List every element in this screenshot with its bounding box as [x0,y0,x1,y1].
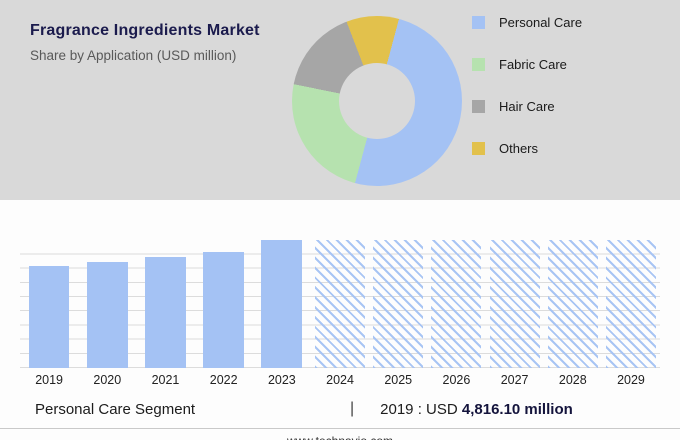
year-label: 2024 [326,373,354,387]
value-bar [28,265,70,368]
legend-swatch [472,57,485,71]
forecast-bar [315,240,366,368]
value-bar [145,256,186,368]
bar-zone [253,240,311,368]
bar-zone [544,240,602,368]
legend-item: Others [472,138,662,158]
year-label: 2019 [35,373,63,387]
bar-column: 2026 [427,240,485,392]
legend-item: Hair Care [472,96,662,116]
donut-hole [339,63,415,139]
bar-columns: 2019 2020 2021 2022 2023 2024 2025 2026 2027 2028… [20,240,660,392]
year-label: 2029 [617,373,645,387]
chart-legend: Personal Care Fabric Care Hair Care Others [472,12,662,180]
donut-chart [292,16,462,186]
value-bar [261,240,303,368]
legend-label: Fabric Care [499,56,567,72]
bar-chart: 2019 2020 2021 2022 2023 2024 2025 2026 2027 2028… [20,240,660,392]
bar-zone [78,240,136,368]
bar-zone [602,240,660,368]
value-bar [86,261,128,368]
bar-column: 2028 [544,240,602,392]
year-label: 2023 [267,373,296,387]
value-bar [203,251,245,368]
bar-column: 2029 [602,240,660,392]
bar-zone [20,240,78,368]
value-text: 2019 : USD 4,816.10 million [380,401,573,418]
legend-swatch [472,99,485,113]
bar-zone [136,240,194,368]
bar-zone [369,240,427,368]
forecast-bar [489,240,540,368]
year-label: 2028 [558,373,587,387]
forecast-bar [373,240,424,368]
bar-column: 2023 [253,240,311,392]
legend-label: Hair Care [499,98,555,114]
website-link[interactable]: www.technavio.com [287,434,393,440]
value-bold: 4,816.10 million [461,400,573,418]
bar-column: 2019 [20,240,78,392]
forecast-bar [431,240,482,368]
forecast-bar [605,240,656,368]
legend-item: Fabric Care [472,54,662,74]
separator: | [350,400,355,417]
bar-column: 2021 [136,240,194,392]
bar-zone [311,240,369,368]
forecast-bar [547,240,598,368]
page-title: Fragrance Ingredients Market [30,22,260,39]
bar-zone [195,240,253,368]
year-label: 2025 [384,373,413,387]
bar-column: 2024 [311,240,369,392]
annotation-row: Personal Care Segment | 2019 : USD 4,816… [0,396,680,422]
legend-label: Others [499,140,539,156]
value-prefix: 2019 : USD [380,400,458,418]
year-label: 2022 [209,373,238,387]
bar-zone [427,240,485,368]
title-block: Fragrance Ingredients Market Share by Ap… [30,22,280,63]
page-subtitle: Share by Application (USD million) [30,48,237,63]
segment-label: Personal Care Segment [35,400,196,418]
bar-column: 2025 [369,240,427,392]
bar-column: 2020 [78,240,136,392]
bar-column: 2022 [195,240,253,392]
footer: www.technavio.com [0,428,680,440]
legend-item: Personal Care [472,12,662,32]
legend-swatch [472,15,485,29]
year-label: 2020 [93,373,122,387]
year-label: 2021 [151,373,180,387]
bar-chart-panel: 2019 2020 2021 2022 2023 2024 2025 2026 2027 2028… [0,200,680,440]
year-label: 2026 [442,373,471,387]
bar-column: 2027 [486,240,544,392]
legend-swatch [472,141,485,155]
legend-label: Personal Care [499,14,583,30]
header-panel: Fragrance Ingredients Market Share by Ap… [0,0,680,200]
bar-zone [486,240,544,368]
year-label: 2027 [500,373,529,387]
